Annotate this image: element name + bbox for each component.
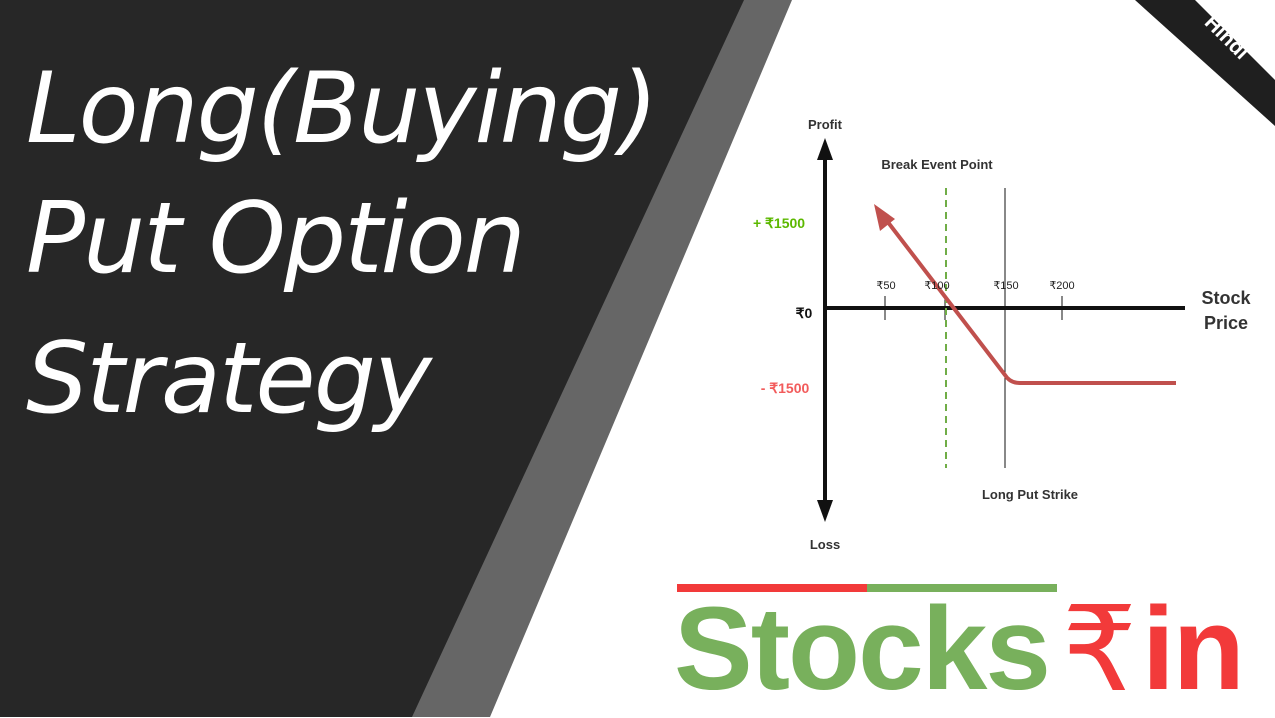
strike-label: Long Put Strike [982, 487, 1078, 502]
logo-bar-red [677, 584, 867, 592]
title-line-3: Strategy [26, 322, 432, 436]
logo-word-in: in [1142, 583, 1245, 715]
tick-label: ₹100 [924, 280, 949, 292]
title-line-1: Long(Buying) [26, 52, 658, 166]
loss-label: Loss [810, 537, 840, 552]
logo-rupee-symbol: ₹ [1062, 580, 1137, 718]
profit-value-label: + ₹1500 [753, 215, 805, 231]
x-axis-label-price: Price [1204, 313, 1248, 333]
dark-title-panel [0, 0, 744, 717]
title-line-2: Put Option [26, 182, 526, 296]
profit-label: Profit [808, 117, 843, 132]
loss-value-label: - ₹1500 [761, 380, 810, 396]
x-axis-label-stock: Stock [1201, 288, 1251, 308]
profit-axis-arrowhead [817, 138, 833, 160]
breakeven-label: Break Event Point [881, 157, 993, 172]
loss-axis-arrowhead [817, 500, 833, 522]
zero-label: ₹0 [796, 305, 813, 321]
tick-label: ₹150 [993, 280, 1018, 292]
tick-label: ₹200 [1049, 280, 1074, 292]
tick-label: ₹50 [876, 280, 895, 292]
logo-bar-green [867, 584, 1057, 592]
payoff-line [882, 215, 1176, 385]
hindi-corner-ribbon [1135, 0, 1275, 126]
payoff-arrowhead [874, 204, 895, 231]
logo-word-stocks: Stocks [674, 583, 1051, 715]
